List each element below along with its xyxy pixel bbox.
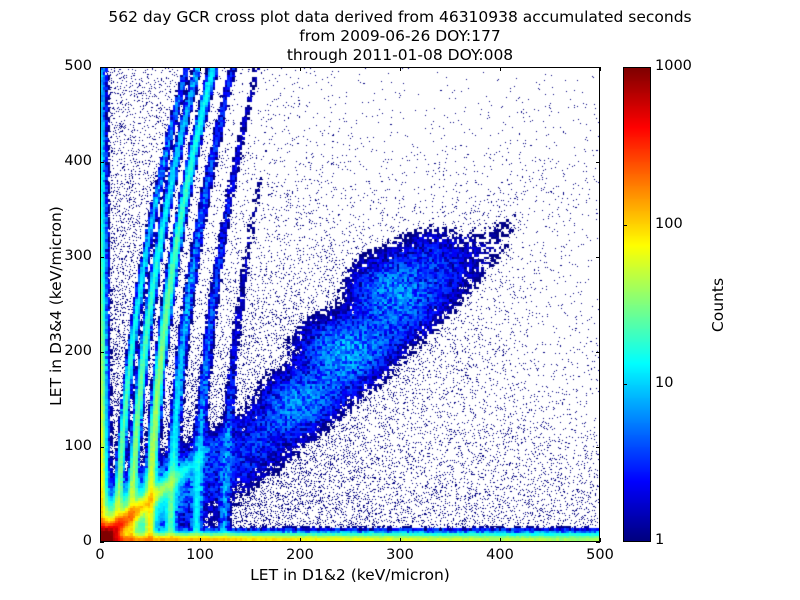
colorbar-tick — [623, 225, 627, 227]
y-axis-tick — [100, 162, 104, 163]
plot-title-line-1: 562 day GCR cross plot data derived from… — [108, 8, 692, 26]
colorbar-tick-label: 100 — [655, 216, 683, 233]
y-axis-tick-label: 400 — [64, 153, 92, 169]
x-axis-tick-top — [200, 67, 201, 71]
x-axis-tick — [100, 538, 101, 542]
x-axis-tick-label: 0 — [95, 547, 105, 563]
plot-title-line-3: through 2011-01-08 DOY:008 — [286, 46, 514, 64]
x-axis-tick-label: 300 — [386, 547, 414, 563]
y-axis-tick-label: 200 — [64, 343, 92, 359]
x-axis-tick-label: 400 — [486, 547, 514, 563]
x-axis-tick-top — [300, 67, 301, 71]
colorbar-tick-label: 1000 — [655, 58, 692, 74]
x-axis-tick-top — [500, 67, 501, 71]
x-axis-tick-label: 500 — [586, 547, 614, 563]
x-axis-tick-top — [600, 67, 601, 71]
x-axis-tick-label: 200 — [286, 547, 314, 563]
colorbar-gradient — [624, 68, 650, 541]
y-axis-tick — [100, 542, 104, 543]
x-axis-tick — [200, 538, 201, 542]
y-axis-tick-right — [596, 447, 600, 448]
y-axis-tick-label: 100 — [64, 438, 92, 454]
y-axis-tick — [100, 67, 104, 68]
x-axis-tick — [300, 538, 301, 542]
x-axis-tick-label: 100 — [186, 547, 214, 563]
plot-title-line-2: from 2009-06-26 DOY:177 — [299, 27, 501, 45]
y-axis-tick-label: 300 — [64, 248, 92, 264]
y-axis-tick — [100, 352, 104, 353]
colorbar-tick-label: 1 — [655, 532, 665, 548]
y-axis-tick — [100, 257, 104, 258]
colorbar-label: Counts — [709, 277, 727, 333]
y-axis-tick-right — [596, 67, 600, 68]
x-axis-tick-top — [100, 67, 101, 71]
y-axis-tick-label: 500 — [64, 58, 92, 74]
plot-area — [100, 67, 600, 542]
plot-title: 562 day GCR cross plot data derived from… — [0, 8, 800, 65]
colorbar-tick — [623, 383, 627, 385]
y-axis-tick — [100, 447, 104, 448]
y-axis-tick-right — [596, 352, 600, 353]
colorbar-tick-label: 10 — [655, 374, 674, 391]
x-axis-label: LET in D1&2 (keV/micron) — [250, 566, 450, 584]
y-axis-tick-right — [596, 257, 600, 258]
x-axis-tick — [400, 538, 401, 542]
x-axis-tick — [600, 538, 601, 542]
scatter-density-canvas — [101, 68, 599, 541]
x-axis-tick-top — [400, 67, 401, 71]
y-axis-tick-label: 0 — [82, 533, 92, 549]
colorbar — [623, 67, 651, 542]
y-axis-tick-right — [596, 162, 600, 163]
y-axis-tick-right — [596, 542, 600, 543]
y-axis-label: LET in D3&4 (keV/micron) — [47, 206, 65, 406]
x-axis-tick — [500, 538, 501, 542]
